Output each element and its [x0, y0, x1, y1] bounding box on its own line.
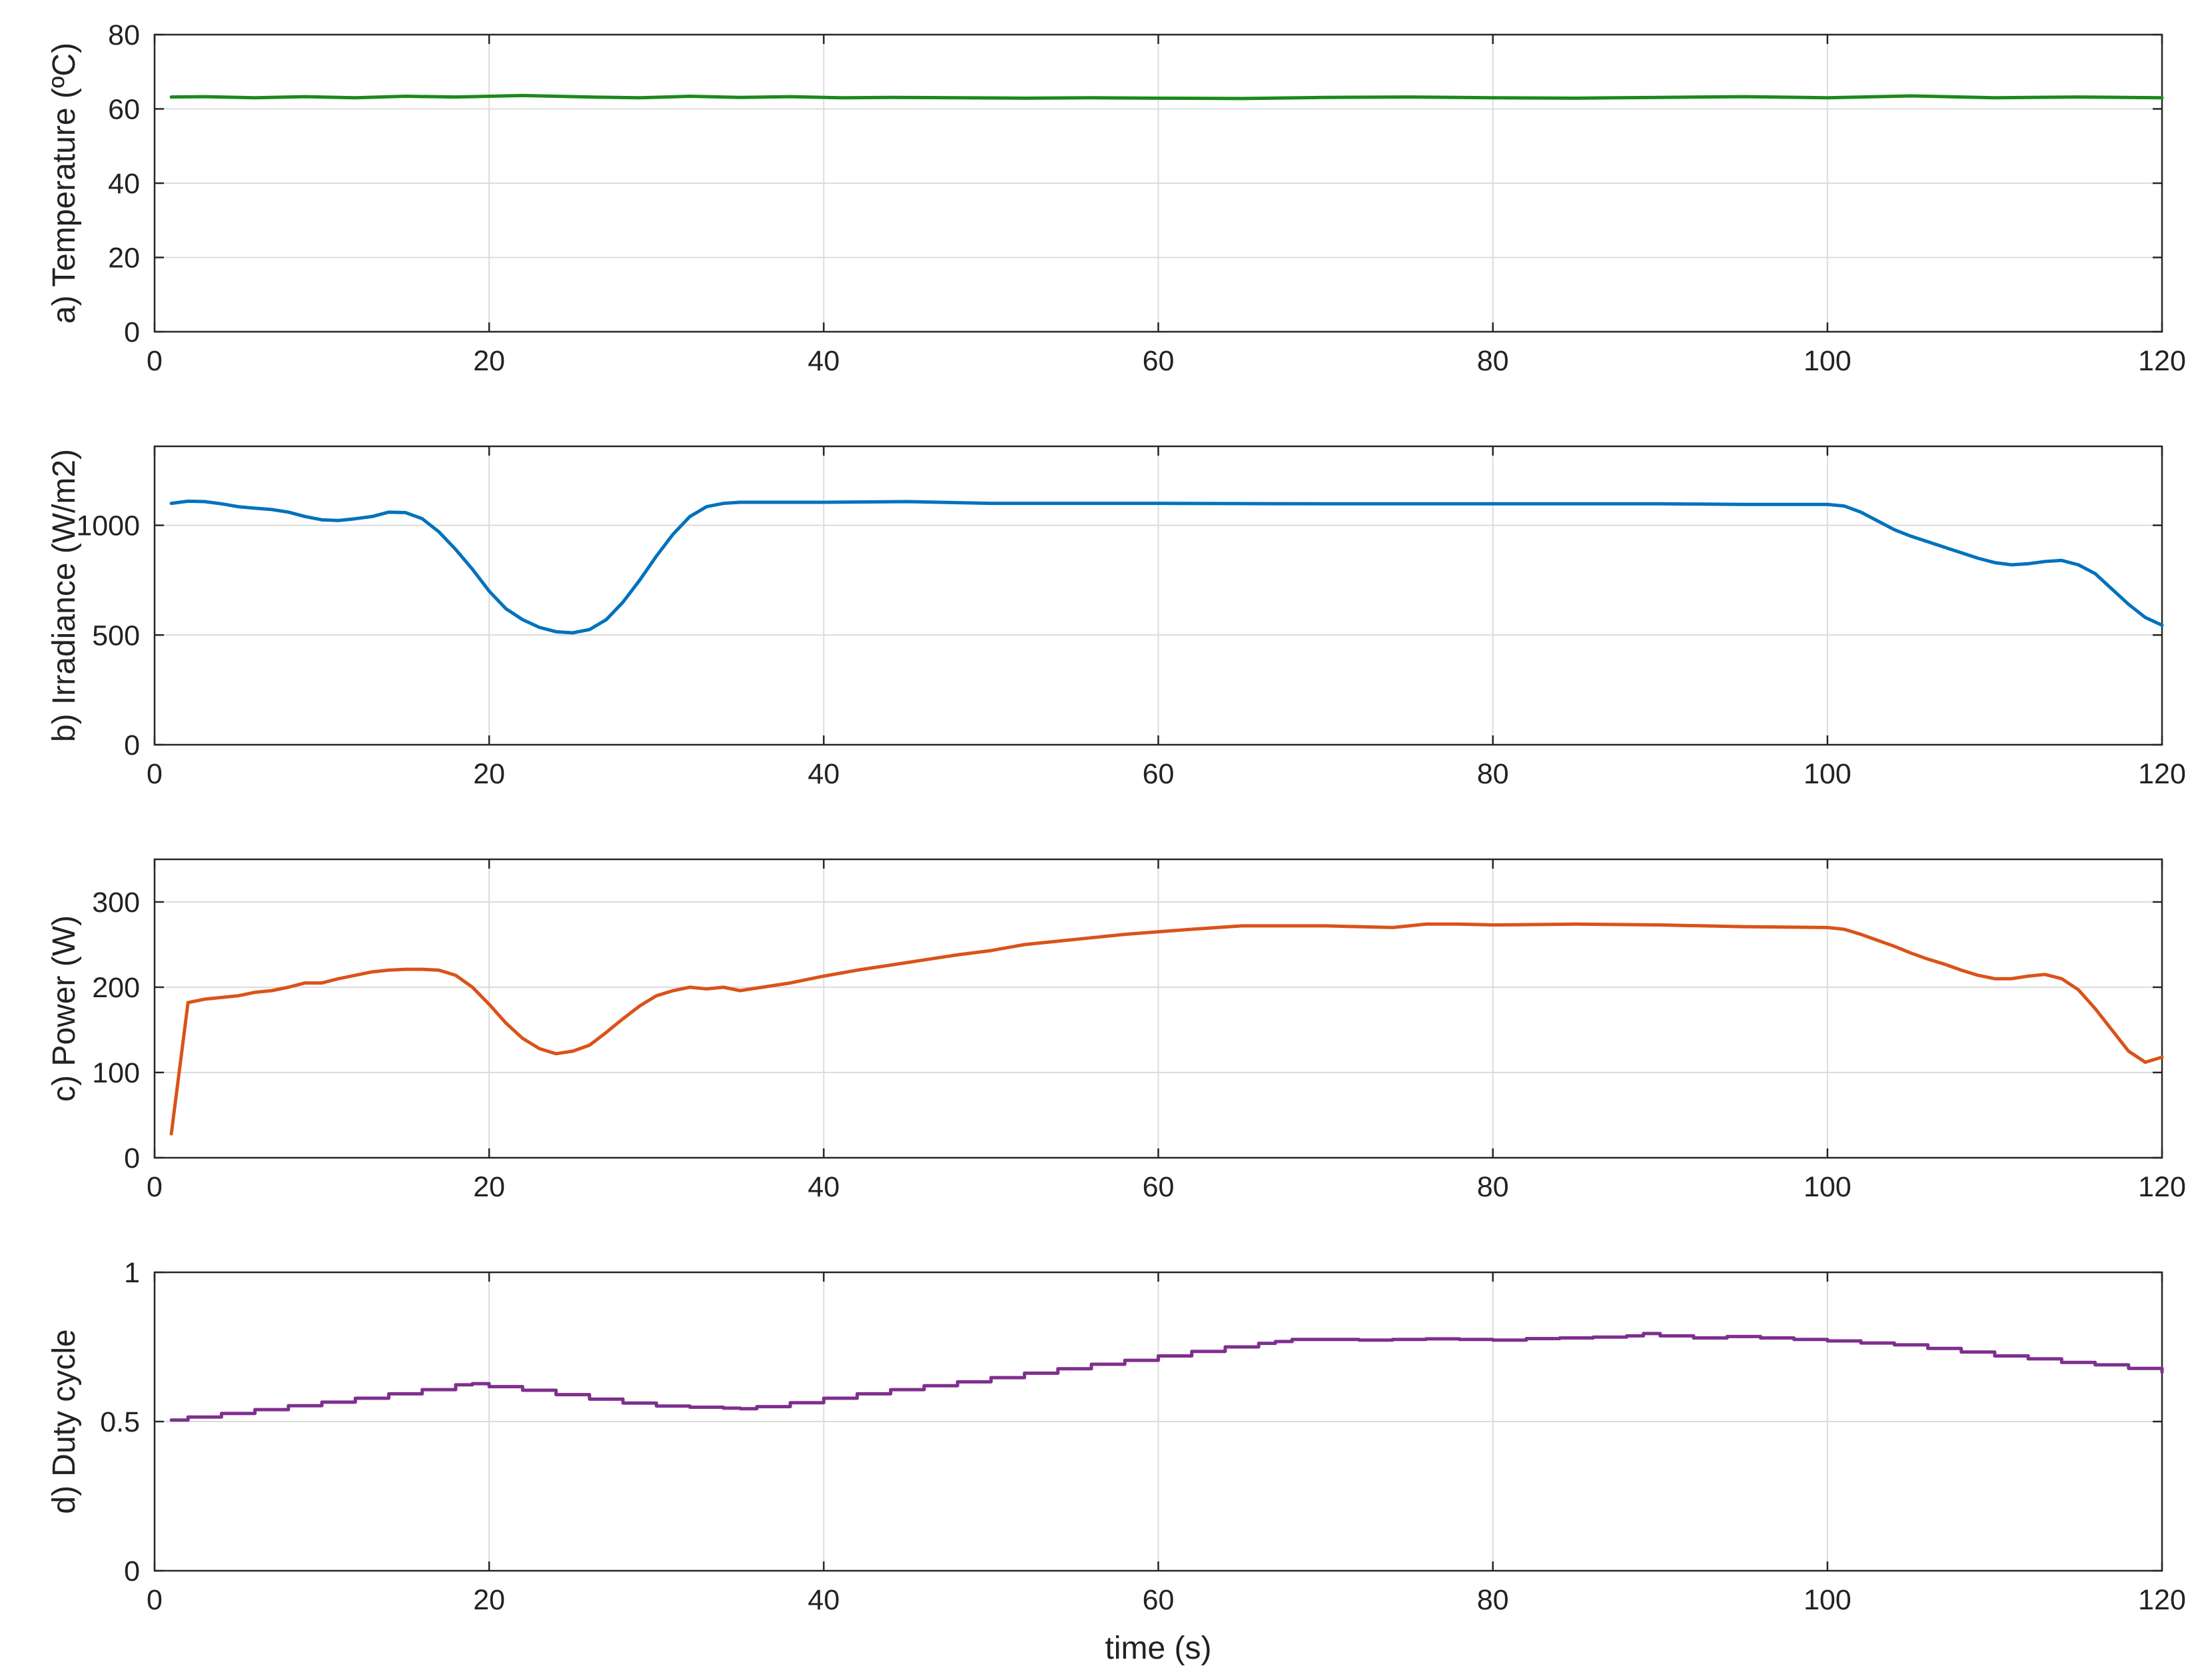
y-tick-label: 500	[92, 620, 140, 651]
x-tick-label: 60	[1143, 1171, 1175, 1203]
x-tick-label: 100	[1804, 1584, 1852, 1616]
x-tick-label: 80	[1477, 758, 1509, 790]
y-tick-label: 200	[92, 972, 140, 1004]
y-axis-label: a) Temperature (ºC)	[47, 43, 82, 324]
panel-power: 0 20 40 60 80 100 120 0 100 200 300 c) Power (W)	[47, 858, 2186, 1203]
x-tick-label: 100	[1804, 345, 1852, 377]
x-tick-label: 40	[808, 758, 839, 790]
x-tick-label: 40	[808, 345, 839, 377]
y-tick-label: 300	[92, 887, 140, 919]
y-tick-label: 1	[124, 1257, 140, 1289]
y-tick-label: 100	[92, 1057, 140, 1089]
y-tick-label: 0	[124, 1142, 140, 1174]
x-tick-label: 20	[473, 1171, 505, 1203]
panel-temperature: 0 20 40 60 80 100 120 0 20 40 60 80 a) Temperature (…	[47, 19, 2186, 377]
x-tick-label: 100	[1804, 1171, 1852, 1203]
x-tick-label: 60	[1143, 1584, 1175, 1616]
y-tick-label: 0.5	[100, 1406, 140, 1438]
y-tick-label: 80	[108, 19, 140, 51]
y-tick-label: 20	[108, 242, 140, 274]
panel-duty-cycle: 0 20 40 60 80 100 120 0 0.5 1 d) Duty cycle	[47, 1257, 2186, 1616]
power-series-line	[169, 922, 2164, 1136]
x-tick-label: 20	[473, 345, 505, 377]
x-axis-label: time (s)	[1105, 1631, 1212, 1666]
x-tick-label: 40	[808, 1171, 839, 1203]
x-tick-label: 0	[147, 1171, 163, 1203]
y-tick-label: 0	[124, 1555, 140, 1587]
x-tick-label: 20	[473, 758, 505, 790]
y-tick-label: 1000	[76, 510, 140, 542]
x-tick-label: 0	[147, 1584, 163, 1616]
y-tick-label: 40	[108, 168, 140, 200]
x-tick-label: 60	[1143, 345, 1175, 377]
x-tick-label: 0	[147, 758, 163, 790]
y-tick-label: 0	[124, 729, 140, 761]
x-tick-label: 0	[147, 345, 163, 377]
y-tick-label: 60	[108, 94, 140, 126]
y-axis-label: b) Irradiance (W/m2)	[47, 449, 82, 742]
x-tick-label: 80	[1477, 1584, 1509, 1616]
irradiance-series-line	[169, 499, 2164, 635]
x-tick-label: 120	[2138, 1584, 2186, 1616]
x-tick-label: 20	[473, 1584, 505, 1616]
x-tick-label: 120	[2138, 758, 2186, 790]
temperature-series-line	[169, 93, 2164, 101]
y-axis-label: d) Duty cycle	[47, 1329, 82, 1513]
x-tick-label: 100	[1804, 758, 1852, 790]
duty-cycle-series-line	[169, 1332, 2164, 1422]
y-tick-label: 0	[124, 316, 140, 348]
x-tick-label: 40	[808, 1584, 839, 1616]
y-axis-label: c) Power (W)	[47, 915, 82, 1102]
x-tick-label: 80	[1477, 345, 1509, 377]
x-tick-label: 120	[2138, 345, 2186, 377]
x-tick-label: 120	[2138, 1171, 2186, 1203]
x-tick-label: 60	[1143, 758, 1175, 790]
x-tick-label: 80	[1477, 1171, 1509, 1203]
